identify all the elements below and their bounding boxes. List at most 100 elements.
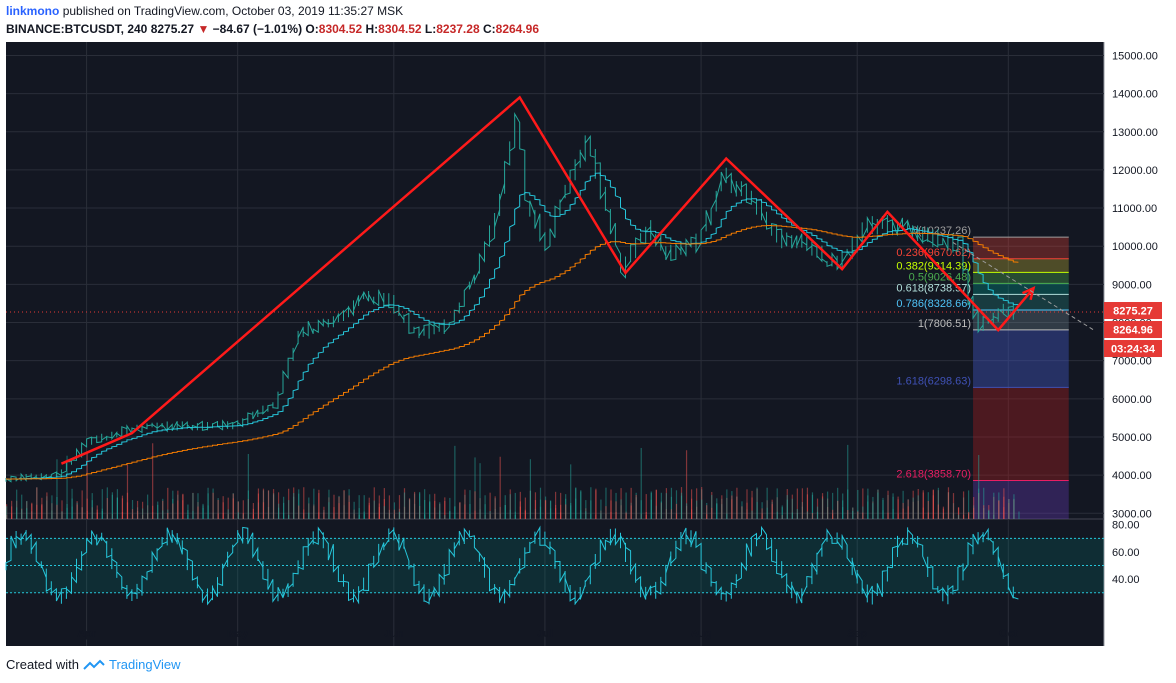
author-name[interactable]: linkmono xyxy=(6,4,60,18)
fib-level-label: 1.618(6298.63) xyxy=(896,375,971,387)
volume-bar xyxy=(514,492,516,519)
volume-bar xyxy=(121,498,124,519)
volume-bar xyxy=(640,447,642,519)
time-tick-label: Aug xyxy=(690,628,711,640)
close-value: 8264.96 xyxy=(495,22,540,36)
volume-bar xyxy=(56,459,58,519)
volume-bar xyxy=(308,512,310,519)
volume-bar xyxy=(685,450,688,519)
volume-bar xyxy=(227,509,229,519)
open-value: 8304.52 xyxy=(318,22,363,36)
volume-bar xyxy=(61,500,63,519)
volume-bar xyxy=(837,487,839,519)
volume-bar xyxy=(398,495,401,519)
volume-bar xyxy=(630,487,632,519)
volume-bar xyxy=(993,492,995,519)
volume-bar xyxy=(222,512,224,519)
volume-bar xyxy=(711,507,713,519)
pattern-drawing[interactable] xyxy=(60,95,1095,465)
volume-bar xyxy=(766,487,768,519)
volume-bar xyxy=(685,503,688,519)
volume-bar xyxy=(796,488,798,519)
volume-bar xyxy=(882,497,884,519)
volume-bar xyxy=(348,501,350,519)
volume-bar xyxy=(711,495,713,519)
price-tick-label: 12000.00 xyxy=(1112,165,1158,177)
volume-bar xyxy=(237,512,239,519)
volume-bar xyxy=(489,492,491,519)
volume-bar xyxy=(670,487,673,519)
volume-bar xyxy=(126,464,129,519)
volume-bar xyxy=(897,496,899,519)
volume-bar xyxy=(36,487,38,519)
volume-bar xyxy=(952,493,955,519)
volume-bar xyxy=(494,496,496,519)
volume-bar xyxy=(973,497,975,519)
volume-bar xyxy=(197,493,199,519)
volume-bar xyxy=(479,463,481,519)
volume-bar xyxy=(76,504,78,519)
volume-bar xyxy=(459,501,461,519)
volume-bar xyxy=(277,503,280,519)
volume-bar xyxy=(469,503,471,519)
volume-bar xyxy=(605,487,607,519)
volume-bar xyxy=(544,500,547,519)
fib-extension[interactable]: 0(10237.26)0.236(9670.62)0.382(9314.39)0… xyxy=(896,225,1069,519)
fib-level-label: 0.786(8328.66) xyxy=(896,298,971,310)
volume-bar xyxy=(41,505,43,519)
volume-bar xyxy=(328,502,330,519)
volume-bar xyxy=(86,452,88,519)
price-change: −84.67 (−1.01%) xyxy=(212,22,303,36)
volume-bar xyxy=(726,489,728,519)
volume-bar xyxy=(917,495,919,519)
volume-bar xyxy=(11,506,13,519)
volume-bar xyxy=(675,503,678,519)
volume-bar xyxy=(801,488,803,519)
volume-bar xyxy=(529,490,532,519)
close-price-label-box xyxy=(1104,321,1162,339)
volume-bar xyxy=(449,497,451,519)
volume-bar xyxy=(907,506,909,519)
volume-bar xyxy=(927,500,929,519)
volume-bar xyxy=(600,499,602,519)
volume-bar xyxy=(580,510,582,519)
fib-zone xyxy=(973,309,1069,330)
open-label: O: xyxy=(305,22,319,36)
volume-bar xyxy=(358,508,360,519)
volume-bar xyxy=(811,492,814,519)
price-tick-label: 13000.00 xyxy=(1112,127,1158,139)
price-tick-label: 14000.00 xyxy=(1112,89,1158,101)
volume-bar xyxy=(318,489,320,519)
volume-bar xyxy=(237,501,239,519)
volume-bar xyxy=(197,506,199,519)
fib-zone xyxy=(973,387,1069,481)
fib-zone xyxy=(973,283,1069,295)
volume-bar xyxy=(162,510,164,519)
volume-bar xyxy=(751,510,753,519)
ema-fast-line xyxy=(5,172,1019,480)
volume-bar xyxy=(957,514,960,519)
volume-bar xyxy=(640,500,642,519)
volume-bar xyxy=(403,492,406,519)
volume-bar xyxy=(872,496,874,519)
high-label: H: xyxy=(365,22,379,36)
price-tick-label: 7000.00 xyxy=(1112,356,1152,368)
volume-bars xyxy=(6,443,1020,519)
tradingview-brand[interactable]: TradingView xyxy=(108,657,181,672)
chart-background xyxy=(6,42,1104,646)
fib-zone xyxy=(973,258,1069,273)
volume-bar xyxy=(31,503,33,519)
volume-bar xyxy=(167,513,169,519)
volume-bar xyxy=(519,501,521,519)
volume-bar xyxy=(957,506,960,519)
volume-bar xyxy=(212,492,214,519)
volume-bar xyxy=(177,500,179,519)
volume-bar xyxy=(252,503,254,519)
volume-bar xyxy=(207,487,209,519)
volume-bar xyxy=(983,487,985,519)
osc-tick-label: 40.00 xyxy=(1112,574,1140,586)
volume-bar xyxy=(373,500,375,519)
volume-bar xyxy=(429,502,431,519)
volume-bar xyxy=(509,494,511,519)
